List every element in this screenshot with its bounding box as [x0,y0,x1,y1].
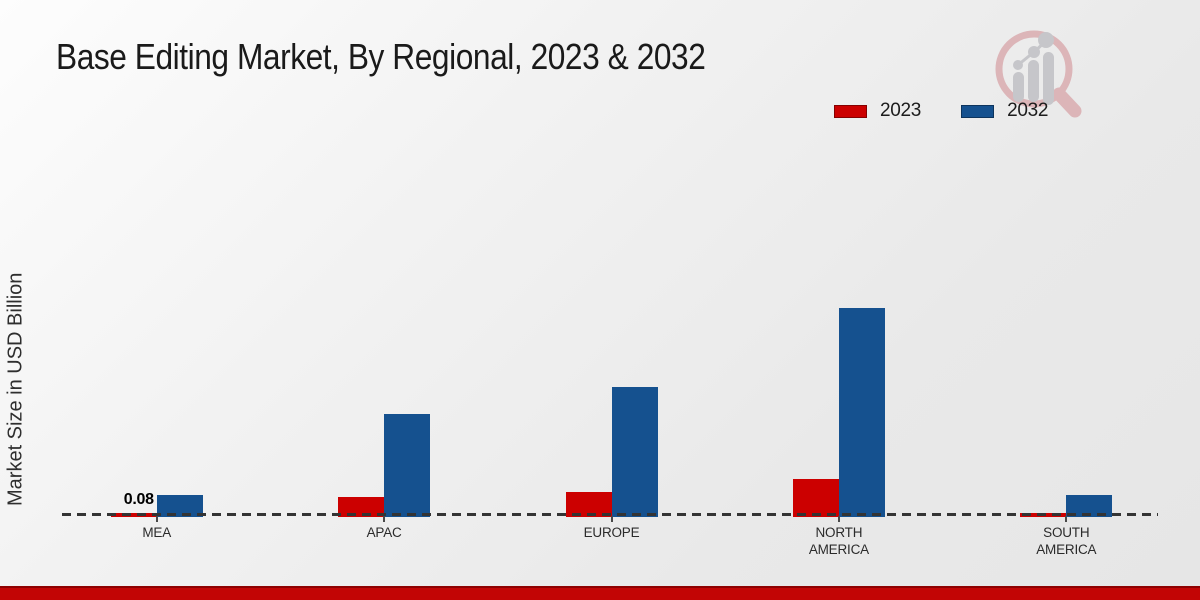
legend-label-2023: 2023 [880,100,922,121]
x-axis-tick-europe [610,516,613,522]
bar-2032-apac [384,414,431,517]
zero-baseline-dashed [62,513,1158,516]
bar-2023-europe [565,492,612,517]
legend-item-2023: 2023 [834,100,921,122]
legend-item-2032: 2032 [961,100,1048,122]
x-axis-label-europe: EUROPE [583,525,640,540]
chart-legend: 2023 2032 [834,100,1048,122]
bar-2032-north [838,308,885,517]
legend-swatch-2023 [834,104,867,118]
bar-2023-apac [338,497,385,517]
bar-2032-europe [611,387,658,517]
bar-2032-mea [156,495,203,517]
chart-title: Base Editing Market, By Regional, 2023 &… [56,36,706,77]
legend-swatch-2032 [961,104,995,118]
data-label-2023-mea: 0.08 [123,491,154,508]
x-axis-label-apac: APAC [366,525,402,540]
x-axis-tick-mea [155,516,158,522]
x-axis-tick-north [837,516,840,522]
x-axis-label-mea: MEA [142,525,172,540]
footer-red-stripe [0,586,1200,600]
x-axis-label-south: SOUTH AMERICA [1036,525,1097,557]
magnifier-chart-logo-icon [995,30,1082,118]
bar-2023-north [792,478,839,517]
legend-label-2032: 2032 [1007,100,1049,121]
x-axis-label-north: NORTH AMERICA [808,525,869,557]
x-axis-tick-south [1065,516,1068,522]
x-axis-tick-apac [383,516,386,522]
bar-2032-south [1066,495,1113,517]
